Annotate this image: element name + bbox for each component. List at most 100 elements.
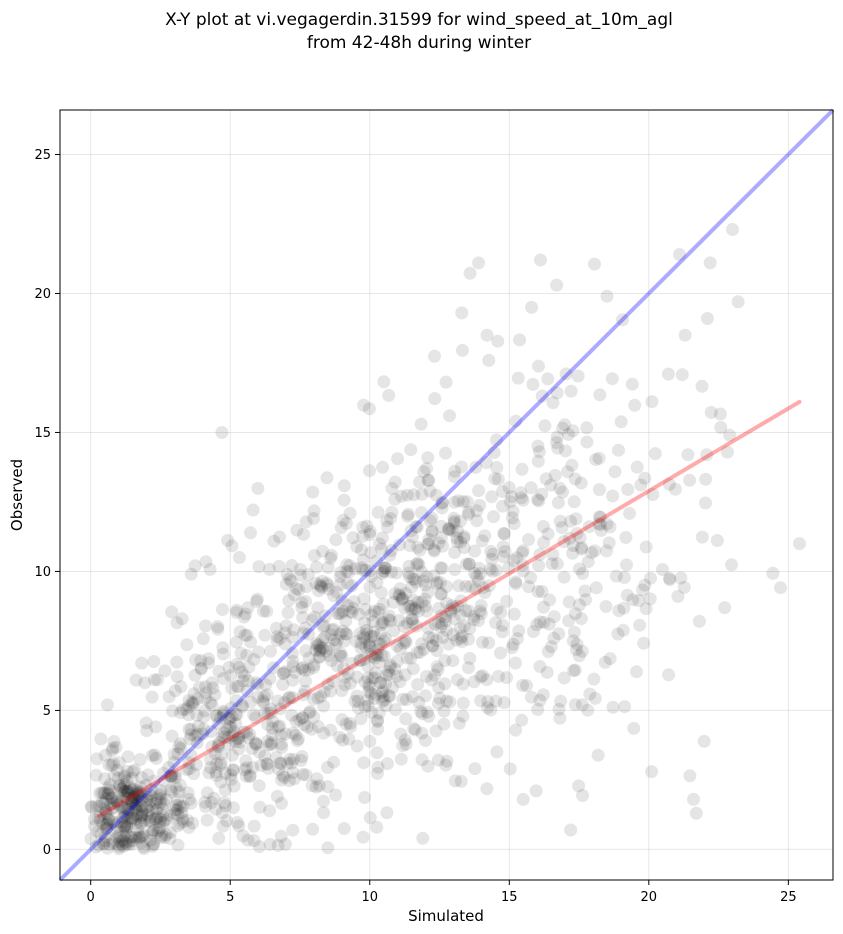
scatter-point [432, 536, 446, 550]
scatter-point [104, 797, 118, 811]
scatter-point [299, 644, 313, 658]
scatter-point [525, 300, 539, 314]
scatter-point [462, 557, 476, 571]
scatter-point [329, 533, 343, 547]
scatter-point [348, 694, 362, 708]
scatter-point [182, 694, 196, 707]
scatter-point [459, 579, 473, 593]
scatter-point [454, 594, 468, 608]
scatter-point [557, 671, 571, 685]
scatter-point [375, 649, 389, 662]
scatter-point [143, 833, 157, 847]
y-axis-label: Observed [8, 459, 26, 531]
scatter-point [456, 495, 470, 509]
scatter-point [289, 714, 303, 728]
scatter-point [542, 617, 556, 631]
scatter-point [264, 706, 278, 720]
scatter-point [221, 533, 235, 547]
scatter-point [91, 825, 105, 839]
scatter-point [405, 612, 419, 626]
scatter-point [149, 720, 163, 734]
scatter-point [105, 758, 119, 772]
scatter-point [434, 531, 448, 545]
scatter-point [500, 594, 514, 608]
scatter-point [455, 460, 468, 474]
scatter-point [145, 749, 159, 762]
scatter-point [388, 662, 402, 676]
scatter-point [266, 728, 279, 742]
scatter-point [634, 478, 648, 492]
scatter-point [110, 831, 124, 845]
scatter-point [435, 587, 448, 601]
scatter-point [484, 544, 498, 558]
scatter-point [377, 375, 391, 389]
scatter-point [506, 637, 520, 651]
scatter-point [312, 650, 326, 664]
scatter-point [241, 833, 255, 847]
scatter-point [509, 723, 523, 737]
scatter-point [133, 753, 147, 766]
scatter-point [545, 557, 559, 571]
scatter-point [450, 535, 464, 549]
scatter-point [118, 770, 132, 784]
scatter-point [267, 661, 280, 675]
scatter-point [106, 836, 120, 850]
scatter-point [121, 785, 135, 799]
scatter-point [205, 676, 219, 690]
scatter-point [117, 780, 131, 794]
scatter-point [336, 624, 350, 638]
scatter-point [438, 610, 452, 624]
scatter-point [516, 493, 530, 507]
scatter-point [343, 716, 357, 730]
scatter-point [391, 452, 405, 466]
scatter-point [368, 671, 382, 685]
scatter-point [362, 402, 376, 416]
scatter-point [199, 555, 213, 569]
scatter-point [199, 686, 213, 700]
scatter-point [608, 465, 622, 479]
scatter-point [592, 517, 606, 531]
scatter-point [385, 481, 399, 495]
scatter-point [213, 758, 227, 772]
scatter-point [299, 674, 312, 688]
scatter-point [174, 737, 187, 751]
scatter-point [214, 747, 228, 761]
scatter-point [321, 561, 335, 574]
scatter-point [157, 797, 171, 811]
scatter-point [550, 557, 564, 571]
scatter-point [418, 689, 432, 703]
scatter-point [375, 542, 389, 556]
scatter-point [232, 731, 246, 745]
scatter-point [247, 653, 261, 666]
scatter-point [516, 544, 530, 558]
scatter-point [298, 684, 312, 698]
scatter-point [663, 573, 677, 587]
scatter-point [252, 560, 266, 574]
scatter-point [168, 803, 182, 817]
scatter-point [339, 627, 353, 641]
scatter-point [535, 389, 549, 403]
scatter-point [314, 689, 328, 703]
scatter-point [311, 720, 325, 734]
scatter-point [112, 840, 126, 854]
scatter-point [294, 568, 308, 582]
scatter-point [556, 485, 570, 499]
scatter-point [310, 639, 324, 653]
scatter-point [232, 680, 245, 694]
scatter-point [456, 343, 469, 357]
scatter-point [334, 521, 348, 535]
scatter-point [354, 712, 368, 726]
scatter-point [135, 771, 149, 785]
scatter-point [370, 649, 384, 662]
scatter-point [442, 523, 456, 537]
scatter-point [531, 493, 545, 506]
scatter-point [170, 655, 184, 669]
scatter-point [118, 819, 132, 833]
scatter-point [612, 443, 625, 457]
scatter-point [349, 634, 363, 648]
scatter-point [568, 663, 582, 677]
scatter-point [354, 636, 368, 650]
scatter-point [317, 699, 331, 713]
scatter-point [644, 571, 657, 585]
scatter-point [145, 839, 159, 853]
